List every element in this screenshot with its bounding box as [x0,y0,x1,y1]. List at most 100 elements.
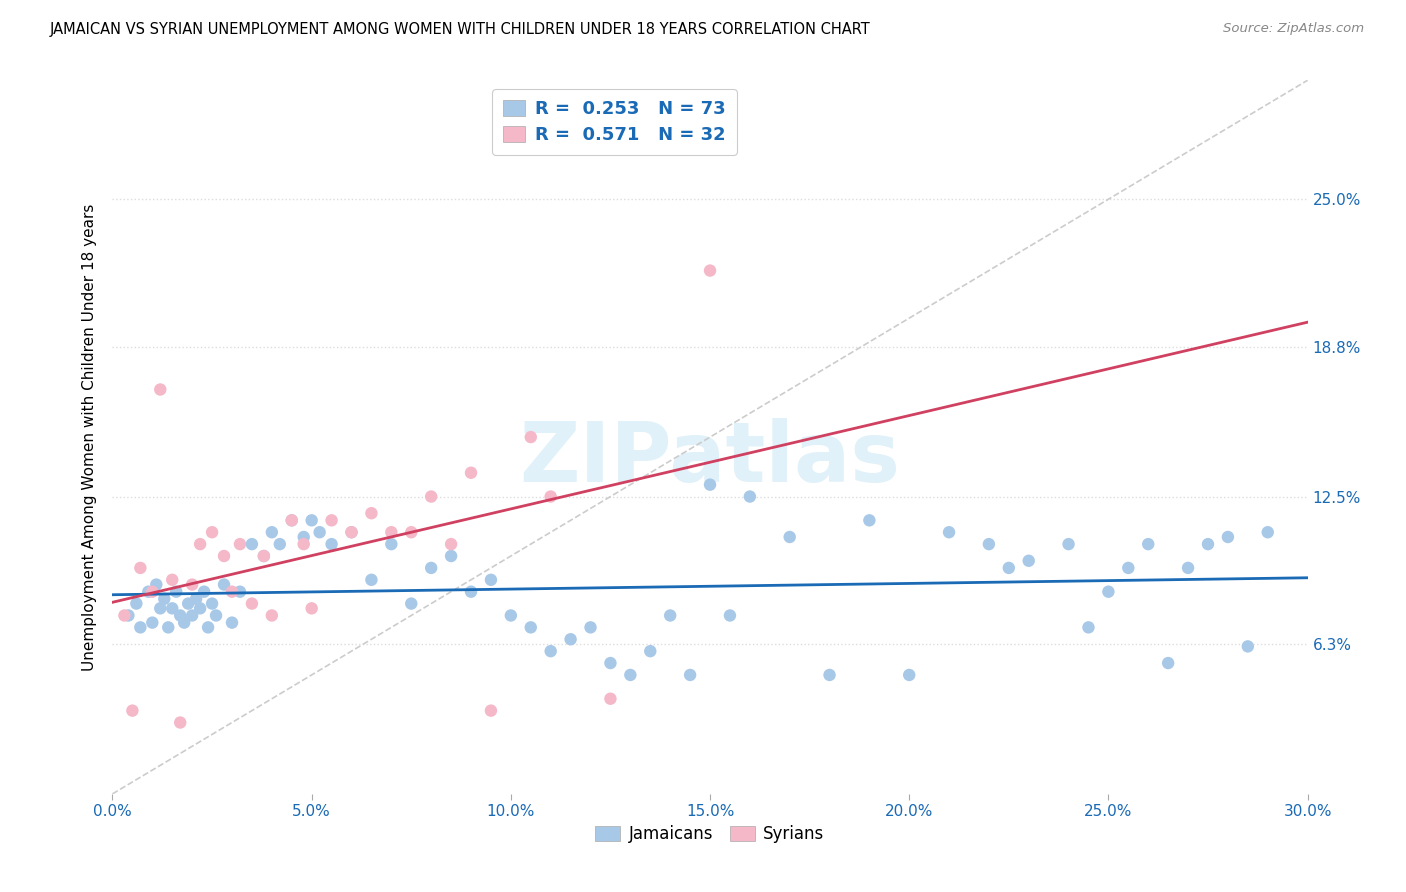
Point [818,668,841,682]
Point [173,615,195,630]
Point [401,597,423,611]
Point [162,573,183,587]
Point [301,601,323,615]
Point [420,490,443,504]
Point [898,668,921,682]
Point [460,466,482,480]
Point [340,525,363,540]
Point [221,615,243,630]
Point [281,513,304,527]
Point [141,584,163,599]
Point [998,561,1021,575]
Point [1216,530,1239,544]
Point [149,601,172,615]
Point [718,608,741,623]
Point [579,620,602,634]
Point [221,584,243,599]
Point [619,668,641,682]
Point [640,644,662,658]
Legend: Jamaicans, Syrians: Jamaicans, Syrians [589,819,831,850]
Point [260,608,283,623]
Point [193,584,215,599]
Point [1097,584,1119,599]
Point [540,644,562,658]
Point [181,608,204,623]
Point [360,573,382,587]
Point [188,537,211,551]
Point [177,597,200,611]
Point [162,601,183,615]
Point [380,525,402,540]
Point [260,525,283,540]
Point [321,513,343,527]
Point [560,632,582,647]
Point [292,530,315,544]
Point [292,537,315,551]
Point [205,608,228,623]
Point [201,525,224,540]
Point [499,608,522,623]
Point [460,584,482,599]
Point [240,537,263,551]
Point [253,549,276,563]
Point [520,620,543,634]
Point [240,597,263,611]
Point [1177,561,1199,575]
Point [308,525,330,540]
Point [138,584,160,599]
Point [129,561,152,575]
Point [479,704,502,718]
Point [149,383,172,397]
Point [977,537,1000,551]
Point [114,608,135,623]
Point [340,525,363,540]
Point [699,263,721,277]
Point [1157,656,1180,670]
Text: JAMAICAN VS SYRIAN UNEMPLOYMENT AMONG WOMEN WITH CHILDREN UNDER 18 YEARS CORRELA: JAMAICAN VS SYRIAN UNEMPLOYMENT AMONG WO… [49,22,870,37]
Point [121,704,143,718]
Point [440,549,463,563]
Point [253,549,276,563]
Point [401,525,423,540]
Point [938,525,960,540]
Point [117,608,139,623]
Point [1237,640,1260,654]
Point [540,490,562,504]
Point [201,597,224,611]
Point [1118,561,1140,575]
Point [1137,537,1160,551]
Point [858,513,880,527]
Point [1018,554,1040,568]
Point [679,668,702,682]
Point [165,584,187,599]
Point [440,537,463,551]
Point [229,537,252,551]
Point [1077,620,1099,634]
Point [360,506,382,520]
Point [479,573,502,587]
Point [1257,525,1279,540]
Point [779,530,801,544]
Point [169,608,191,623]
Point [520,430,543,444]
Y-axis label: Unemployment Among Women with Children Under 18 years: Unemployment Among Women with Children U… [82,203,97,671]
Point [301,513,323,527]
Point [738,490,761,504]
Point [153,591,176,606]
Point [125,597,148,611]
Point [181,577,204,591]
Point [1057,537,1080,551]
Point [321,537,343,551]
Point [659,608,682,623]
Point [157,620,180,634]
Point [188,601,211,615]
Point [699,477,721,491]
Point [229,584,252,599]
Point [212,577,235,591]
Text: Source: ZipAtlas.com: Source: ZipAtlas.com [1223,22,1364,36]
Point [197,620,219,634]
Point [1197,537,1219,551]
Point [281,513,304,527]
Point [599,691,621,706]
Point [380,537,402,551]
